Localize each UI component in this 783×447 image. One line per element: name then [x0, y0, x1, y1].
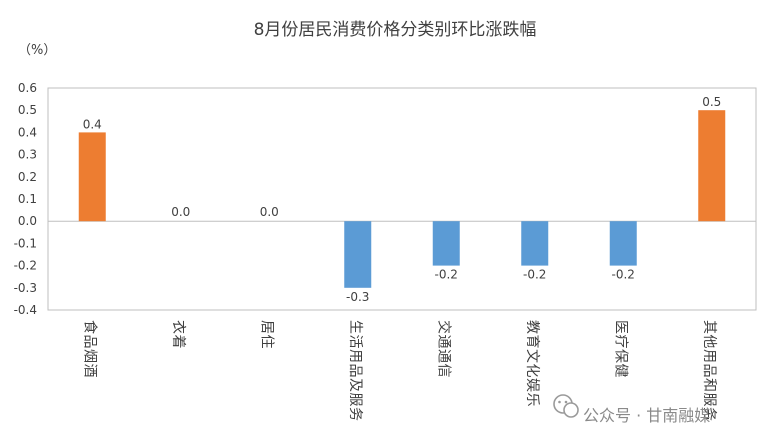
svg-text:教: 教: [524, 320, 540, 334]
svg-text:娱: 娱: [524, 378, 540, 392]
data-label: -0.2: [435, 268, 458, 282]
svg-text:务: 务: [347, 407, 363, 421]
svg-text:医: 医: [612, 320, 628, 334]
svg-text:通: 通: [435, 349, 451, 363]
data-label: 0.0: [260, 205, 279, 219]
y-tick-label: -0.1: [14, 236, 37, 250]
watermark-text: 公众号 · 甘南融媒: [583, 406, 710, 425]
svg-text:及: 及: [347, 378, 363, 392]
svg-text:文: 文: [524, 349, 540, 363]
svg-text:衣: 衣: [170, 320, 186, 334]
data-label: -0.3: [346, 290, 369, 304]
watermark: 公众号 · 甘南融媒: [553, 394, 710, 425]
svg-text:居: 居: [258, 320, 274, 334]
svg-text:住: 住: [258, 335, 274, 349]
chart-title: 8月份居民消费价格分类别环比涨跌幅: [254, 20, 537, 40]
bar: [432, 221, 460, 266]
svg-text:服: 服: [701, 393, 717, 407]
x-category-label: 衣着: [170, 320, 186, 349]
y-tick-label: 0.1: [18, 192, 37, 206]
x-category-label: 居住: [258, 320, 274, 349]
svg-text:务: 务: [701, 407, 717, 421]
y-tick-label: -0.4: [14, 303, 37, 317]
y-axis-unit: （%）: [18, 43, 56, 58]
data-label: -0.2: [523, 268, 546, 282]
bar: [521, 221, 549, 266]
svg-text:乐: 乐: [524, 393, 540, 407]
svg-text:食: 食: [81, 320, 98, 334]
data-label: 0.0: [171, 205, 190, 219]
svg-text:用: 用: [347, 349, 363, 363]
svg-text:品: 品: [347, 364, 363, 378]
plot-area-frame: [47, 87, 757, 311]
y-tick-label: -0.3: [14, 281, 37, 295]
svg-text:品: 品: [701, 364, 717, 378]
bar: [698, 110, 726, 222]
y-tick-label: 0.3: [18, 148, 37, 162]
svg-text:用: 用: [701, 349, 717, 363]
svg-text:交: 交: [435, 320, 452, 334]
wechat-icon: [553, 394, 579, 418]
y-tick-label: 0.0: [18, 214, 37, 228]
svg-text:信: 信: [435, 364, 451, 378]
y-tick-label: -0.2: [14, 259, 37, 273]
data-label: -0.2: [612, 268, 635, 282]
svg-text:品: 品: [81, 335, 97, 349]
bar: [609, 221, 637, 266]
bar: [78, 132, 106, 222]
svg-text:健: 健: [612, 364, 628, 378]
bar: [344, 221, 372, 288]
data-label: 0.4: [83, 117, 102, 131]
data-labels: 0.4 0.0 0.0 -0.3 -0.2 -0.2 -0.2 0.5: [83, 95, 722, 304]
svg-text:着: 着: [170, 335, 186, 349]
y-tick-label: 0.5: [18, 103, 37, 117]
y-tick-label: 0.6: [18, 81, 37, 95]
svg-text:育: 育: [524, 335, 540, 349]
svg-text:生: 生: [347, 320, 363, 334]
svg-text:保: 保: [612, 349, 628, 363]
svg-text:通: 通: [435, 335, 451, 349]
svg-text:他: 他: [701, 335, 717, 349]
svg-text:和: 和: [701, 378, 717, 392]
svg-text:其: 其: [701, 320, 717, 334]
svg-text:烟: 烟: [81, 349, 97, 363]
y-tick-label: 0.2: [18, 170, 37, 184]
svg-text:活: 活: [347, 335, 363, 349]
y-axis-ticks: 0.6 0.5 0.4 0.3 0.2 0.1 0.0 -0.1 -0.2 -0.3 -0.4: [14, 81, 37, 317]
svg-text:化: 化: [524, 364, 540, 378]
svg-text:服: 服: [347, 393, 363, 407]
y-tick-label: 0.4: [18, 125, 37, 139]
svg-text:疗: 疗: [612, 335, 628, 349]
bars: [78, 110, 726, 288]
data-label: 0.5: [702, 95, 721, 109]
svg-text:酒: 酒: [81, 364, 97, 378]
